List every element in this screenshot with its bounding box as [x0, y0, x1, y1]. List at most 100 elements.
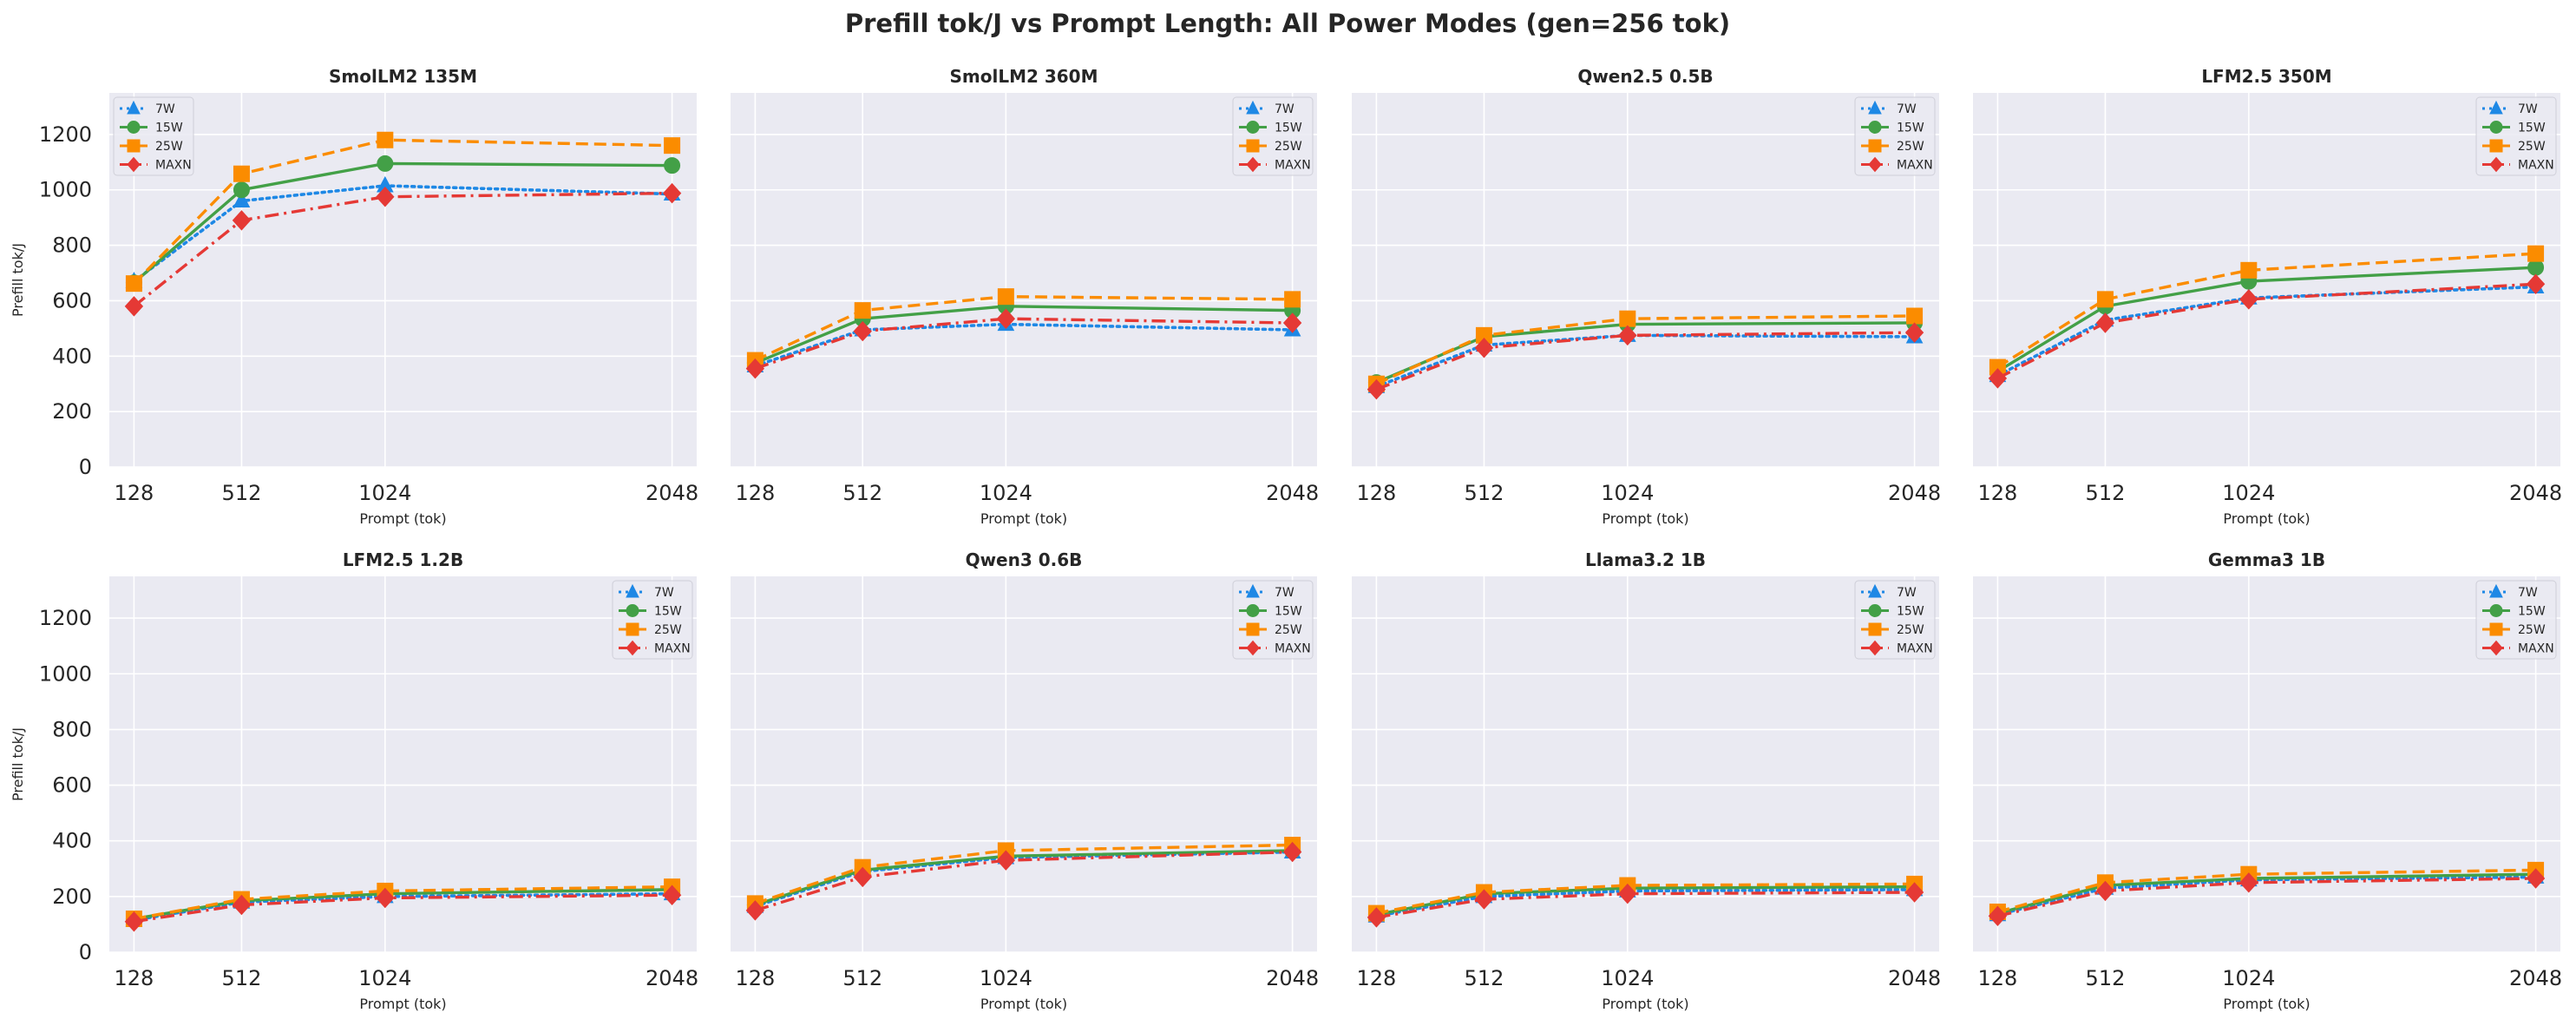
legend-marker-7w — [2489, 100, 2503, 115]
series-line-15w — [1996, 872, 2536, 915]
legend-marker-25w — [2489, 139, 2503, 153]
plot-area — [1352, 93, 1939, 467]
data-point-25w — [125, 275, 142, 293]
series-line-25w — [1996, 252, 2536, 369]
series-line-maxn — [1996, 282, 2536, 380]
series-line-15w — [754, 305, 1293, 365]
legend-marker-maxn — [1246, 640, 1260, 656]
panel-title: SmolLM2 135M — [329, 66, 477, 87]
data-point-maxn — [232, 210, 252, 231]
legend-marker-25w — [1246, 139, 1260, 153]
plot-area — [1973, 576, 2560, 952]
legend-box — [113, 96, 194, 176]
data-point-maxn — [2526, 273, 2546, 295]
series-line-7w — [132, 184, 674, 283]
legend-marker-15w — [626, 604, 639, 617]
legend-label: 15W — [2518, 122, 2546, 135]
data-point-maxn — [996, 850, 1016, 871]
legend-label: 15W — [155, 122, 183, 135]
panel-3: Qwen2.5 0.5B 128 512 1024 2048 Prompt (tok) 7W… — [1352, 66, 1941, 527]
legend-label: 15W — [1897, 605, 1924, 619]
x-axis-label: Prompt (tok) — [980, 510, 1067, 527]
legend-marker-25w — [127, 139, 141, 153]
x-tick-label: 512 — [2086, 966, 2126, 990]
legend-label: MAXN — [1897, 159, 1933, 173]
x-tick-label: 2048 — [646, 966, 698, 990]
series-line-25w — [754, 843, 1293, 905]
series-line-7w — [753, 322, 1295, 368]
data-point-maxn — [124, 296, 144, 317]
data-point-maxn — [376, 186, 395, 207]
data-point-maxn — [745, 358, 765, 379]
x-tick-label: 2048 — [2509, 966, 2562, 990]
legend-label: MAXN — [654, 642, 691, 656]
data-point-maxn — [2239, 872, 2258, 893]
x-tick-label: 1024 — [2222, 966, 2275, 990]
legend-label: 7W — [1897, 586, 1917, 600]
legend-label: 15W — [1275, 605, 1302, 619]
x-tick-label: 128 — [735, 481, 775, 505]
data-point-maxn — [853, 320, 872, 342]
data-point-maxn — [1282, 312, 1302, 333]
legend-label: 7W — [2518, 586, 2538, 600]
plot-area — [731, 576, 1317, 952]
y-tick-label: 1200 — [39, 606, 92, 630]
y-tick-label: 400 — [52, 829, 92, 853]
data-point-maxn — [996, 308, 1016, 329]
data-point-maxn — [1474, 337, 1494, 358]
x-axis-label: Prompt (tok) — [1602, 996, 1688, 1012]
legend-box — [1854, 580, 1936, 660]
legend-marker-15w — [1868, 121, 1882, 134]
legend: 7W 15W 25W MAXN — [2475, 96, 2557, 176]
plot-area — [109, 93, 697, 467]
x-axis-label: Prompt (tok) — [2223, 996, 2310, 1012]
legend-marker-25w — [626, 622, 639, 636]
legend-marker-maxn — [1246, 156, 1260, 173]
y-axis-label: Prefill tok/J — [10, 727, 26, 801]
panel-title: Gemma3 1B — [2208, 549, 2325, 570]
data-point-15w — [2527, 259, 2545, 276]
legend-label: 7W — [1275, 102, 1295, 116]
x-tick-label: 128 — [115, 966, 154, 990]
series-line-25w — [1376, 882, 1915, 915]
y-tick-label: 800 — [52, 717, 92, 741]
legend-marker-7w — [626, 583, 639, 598]
x-tick-label: 512 — [222, 481, 262, 505]
x-tick-label: 1024 — [1601, 966, 1654, 990]
y-tick-label: 0 — [79, 940, 92, 964]
series-line-maxn — [1375, 331, 1915, 391]
series-line-25w — [133, 138, 672, 285]
legend-label: MAXN — [155, 159, 192, 173]
y-tick-label: 1000 — [39, 661, 92, 686]
legend-box — [1232, 96, 1314, 176]
legend-label: MAXN — [2518, 159, 2554, 173]
legend-marker-maxn — [1868, 640, 1882, 656]
series-line-15w — [1376, 885, 1915, 917]
legend: 7W 15W 25W MAXN — [1232, 580, 1314, 660]
series-line-7w — [1374, 333, 1917, 389]
legend-marker-25w — [1868, 622, 1882, 636]
legend-marker-25w — [1868, 139, 1882, 153]
legend-marker-7w — [2489, 583, 2503, 598]
data-point-15w — [664, 157, 681, 174]
data-point-maxn — [853, 866, 872, 888]
panel-5: LFM2.5 1.2B 128 512 1024 2048 Prompt (tok) 0 20… — [10, 549, 698, 1012]
data-point-maxn — [1988, 905, 2008, 927]
y-tick-label: 600 — [52, 288, 92, 312]
data-point-25w — [2096, 291, 2114, 308]
y-tick-label: 1200 — [39, 122, 92, 147]
data-point-maxn — [124, 911, 144, 932]
panel-6: Qwen3 0.6B 128 512 1024 2048 Prompt (tok) 7W 15… — [731, 549, 1319, 1012]
x-axis-label: Prompt (tok) — [2223, 510, 2310, 527]
x-tick-label: 512 — [222, 966, 262, 990]
legend-label: 25W — [155, 140, 183, 154]
y-tick-label: 600 — [52, 773, 92, 798]
x-tick-label: 128 — [1357, 966, 1397, 990]
data-point-maxn — [232, 894, 252, 916]
data-point-maxn — [376, 887, 395, 909]
y-tick-label: 800 — [52, 233, 92, 258]
series-line-maxn — [1997, 877, 2536, 917]
legend-marker-15w — [2489, 121, 2503, 134]
x-tick-label: 128 — [1978, 966, 2018, 990]
